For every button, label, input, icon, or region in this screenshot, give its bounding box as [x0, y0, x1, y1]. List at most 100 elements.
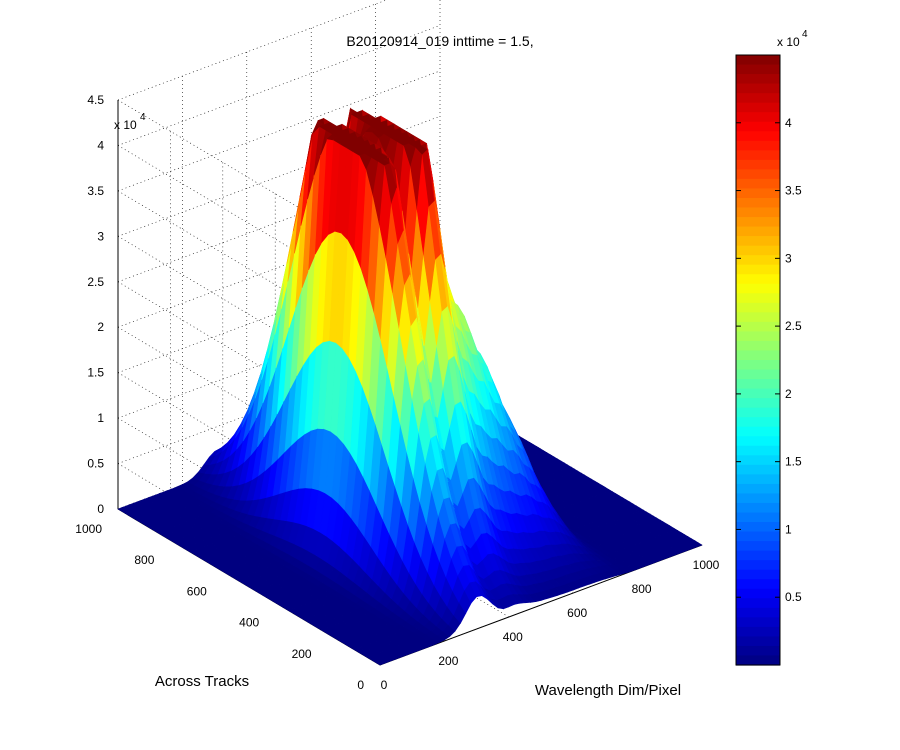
z-tick-label: 2: [97, 320, 104, 334]
x-tick-label: 800: [632, 582, 652, 596]
colorbar-band: [736, 645, 780, 657]
colorbar-band: [736, 74, 780, 85]
colorbar-tick-label: 2: [785, 387, 792, 401]
colorbar-band: [736, 569, 780, 580]
colorbar-band: [736, 169, 780, 180]
colorbar-tick-label: 4: [785, 116, 792, 130]
colorbar-exponent-power: 4: [802, 29, 808, 40]
colorbar-band: [736, 493, 780, 504]
colorbar-gradient: [736, 55, 780, 666]
colorbar-band: [736, 121, 780, 132]
colorbar-band: [736, 626, 780, 638]
colorbar-frame: [735, 54, 781, 666]
grid-line: [117, 0, 388, 101]
surface: [117, 107, 703, 666]
colorbar-band: [736, 340, 780, 352]
y-tick-label: 400: [239, 616, 259, 630]
grid-line: [117, 190, 381, 348]
z-tick-label: 4: [97, 138, 104, 152]
z-tick-label: 1.5: [87, 366, 104, 380]
colorbar-band: [736, 150, 780, 161]
colorbar-band: [736, 159, 780, 170]
colorbar-band: [736, 502, 780, 514]
colorbar-band: [736, 255, 780, 266]
grid-line: [117, 326, 381, 484]
colorbar-band: [736, 217, 780, 228]
colorbar-band: [736, 550, 780, 561]
colorbar-band: [736, 264, 780, 275]
z-tick-label: 3: [97, 229, 104, 243]
colorbar-band: [736, 302, 780, 313]
colorbar-band: [736, 197, 780, 209]
colorbar-band: [736, 93, 780, 104]
y-tick-label: 600: [187, 584, 207, 598]
colorbar-band: [736, 445, 780, 456]
colorbar-band: [736, 131, 780, 142]
colorbar-tick-label: 1: [785, 522, 792, 536]
colorbar-exponent-base: x 10: [777, 35, 800, 49]
colorbar-band: [736, 474, 780, 485]
colorbar-band: [736, 226, 780, 237]
y-axis-label: Across Tracks: [155, 673, 249, 690]
grid-line: [117, 236, 381, 393]
colorbar-tick-label: 3.5: [785, 184, 802, 198]
x-tick-label: 1000: [693, 558, 720, 572]
colorbar-band: [736, 83, 780, 94]
colorbar-band: [736, 588, 780, 599]
z-tick-label: 0: [97, 502, 104, 516]
colorbar-band: [736, 140, 780, 151]
colorbar-band: [736, 455, 780, 466]
x-tick-label: 0: [381, 678, 388, 692]
x-tick-label: 200: [438, 654, 458, 668]
colorbar-tick-label: 0.5: [785, 590, 802, 604]
colorbar-band: [736, 607, 780, 618]
colorbar-band: [736, 617, 780, 628]
colorbar-band: [736, 321, 780, 333]
z-tick-label: 0.5: [87, 457, 104, 471]
colorbar-band: [736, 426, 780, 437]
y-tick-label: 1000: [75, 522, 102, 536]
colorbar-tick-label: 3: [785, 251, 792, 265]
z-tick-label: 4.5: [87, 93, 104, 107]
colorbar-band: [736, 417, 780, 428]
colorbar-band: [736, 188, 780, 199]
colorbar-band: [736, 655, 780, 666]
colorbar-band: [736, 102, 780, 113]
grid-line: [117, 145, 381, 302]
y-tick-label: 800: [134, 553, 154, 567]
grid-line: [117, 99, 381, 257]
z-axis-exponent-base: x 10: [114, 118, 137, 132]
colorbar-band: [736, 245, 780, 256]
tick-labels: 0 200 400 600 800 1000 0 200 400 600 800 1000 0 0.5 1 1…: [75, 93, 719, 692]
colorbar-band: [736, 207, 780, 218]
surface-patch: [689, 540, 703, 548]
colorbar-band: [736, 407, 780, 418]
colorbar-tick-label: 2.5: [785, 319, 802, 333]
colorbar-band: [736, 112, 780, 123]
z-axis-exponent-power: 4: [140, 112, 146, 123]
colorbar-band: [736, 522, 780, 533]
x-tick-label: 400: [503, 630, 523, 644]
x-tick-label: 600: [567, 606, 587, 620]
colorbar-band: [736, 178, 780, 190]
y-tick-label: 0: [357, 678, 364, 692]
colorbar: 0.5 1 1.5 2 2.5 3 3.5 4 x 10 4: [735, 29, 808, 666]
colorbar-band: [736, 274, 780, 285]
colorbar-band: [736, 293, 780, 304]
colorbar-band: [736, 55, 780, 66]
colorbar-band: [736, 560, 780, 571]
x-axis-label: Wavelength Dim/Pixel: [535, 682, 681, 699]
colorbar-band: [736, 436, 780, 447]
colorbar-band: [736, 283, 780, 294]
colorbar-band: [736, 236, 780, 247]
colorbar-band: [736, 598, 780, 609]
z-tick-label: 1: [97, 411, 104, 425]
colorbar-band: [736, 512, 780, 523]
colorbar-band: [736, 379, 780, 390]
colorbar-band: [736, 541, 780, 552]
colorbar-band: [736, 388, 780, 399]
z-tick-label: 2.5: [87, 275, 104, 289]
colorbar-band: [736, 398, 780, 409]
colorbar-band: [736, 464, 780, 475]
